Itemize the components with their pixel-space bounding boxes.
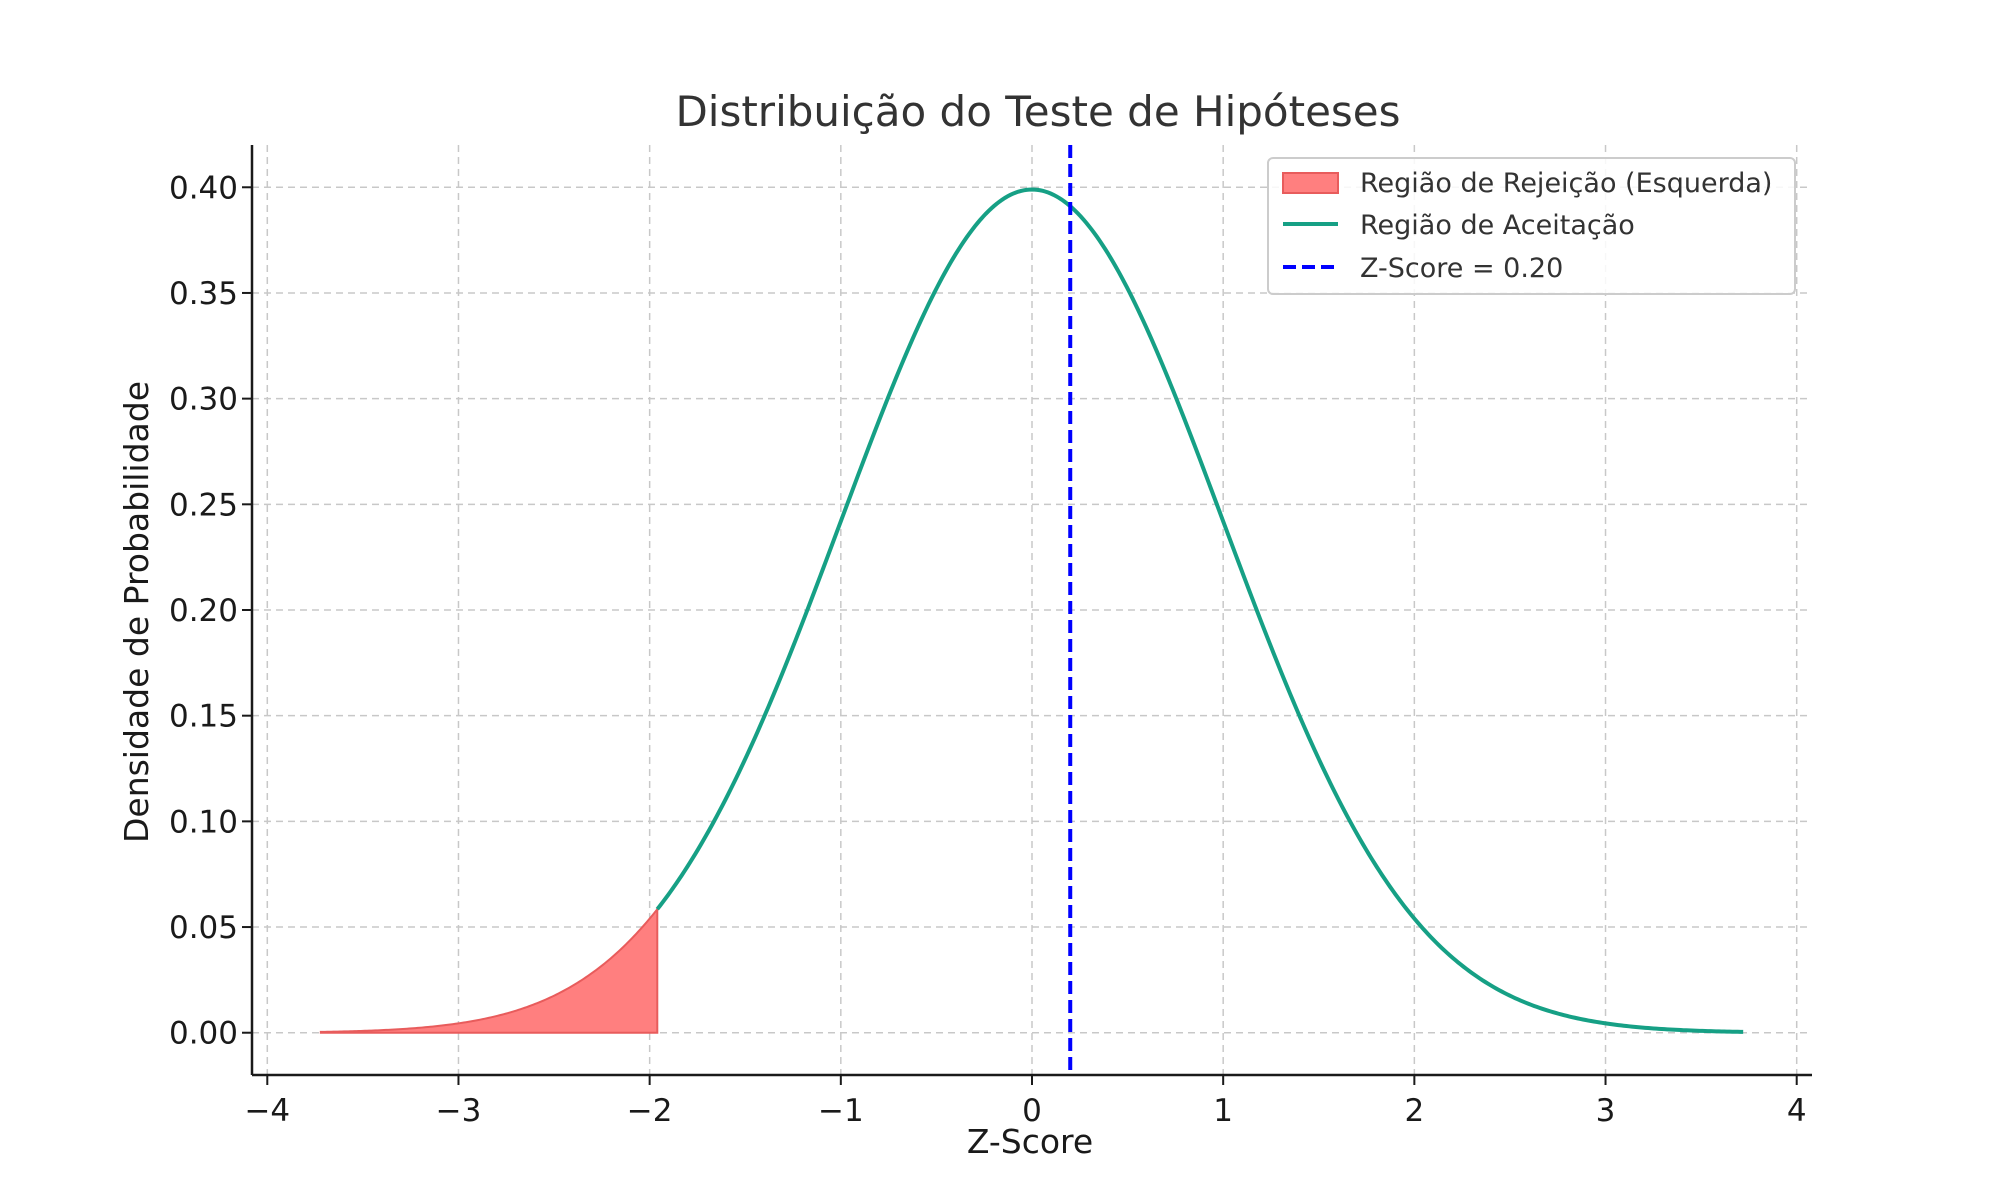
legend-swatch-rejection <box>1282 172 1339 194</box>
y-tick-label: 0.25 <box>169 487 238 523</box>
x-tick-label: −1 <box>818 1093 864 1129</box>
x-tick-label: 1 <box>1213 1093 1233 1129</box>
x-tick-label: 4 <box>1787 1093 1807 1129</box>
plot-area <box>319 145 1744 1075</box>
legend-label-acceptance: Região de Aceitação <box>1360 210 1635 241</box>
legend: Região de Rejeição (Esquerda) Região de … <box>1267 157 1796 295</box>
x-tick-label: −4 <box>244 1093 290 1129</box>
y-ticks: 0.00 0.05 0.10 0.15 0.20 0.25 0.30 0.35 0.40 <box>169 170 252 1052</box>
y-tick-label: 0.10 <box>169 804 238 840</box>
legend-label-rejection: Região de Rejeição (Esquerda) <box>1360 168 1772 199</box>
legend-box <box>1267 157 1796 295</box>
y-tick-label: 0.35 <box>169 276 238 312</box>
y-axis-label: Densidade de Probabilidade <box>117 381 156 843</box>
y-tick-label: 0.05 <box>169 910 238 946</box>
legend-label-zscore: Z-Score = 0.20 <box>1360 253 1563 284</box>
rejection-region-area <box>319 906 659 1034</box>
x-tick-label: 2 <box>1404 1093 1424 1129</box>
x-axis-label: Z-Score <box>967 1122 1093 1161</box>
x-ticks: −4 −3 −2 −1 0 1 2 3 4 <box>244 1075 1807 1129</box>
x-tick-label: −3 <box>436 1093 482 1129</box>
chart-title: Distribuição do Teste de Hipóteses <box>675 87 1400 136</box>
x-tick-label: 3 <box>1596 1093 1616 1129</box>
y-tick-label: 0.30 <box>169 382 238 418</box>
x-tick-label: 0 <box>1022 1093 1042 1129</box>
y-tick-label: 0.20 <box>169 593 238 629</box>
acceptance-region-line <box>655 187 1744 1034</box>
x-tick-label: −2 <box>627 1093 673 1129</box>
y-tick-label: 0.40 <box>169 170 238 206</box>
y-tick-label: 0.00 <box>169 1016 238 1052</box>
y-tick-label: 0.15 <box>169 699 238 735</box>
